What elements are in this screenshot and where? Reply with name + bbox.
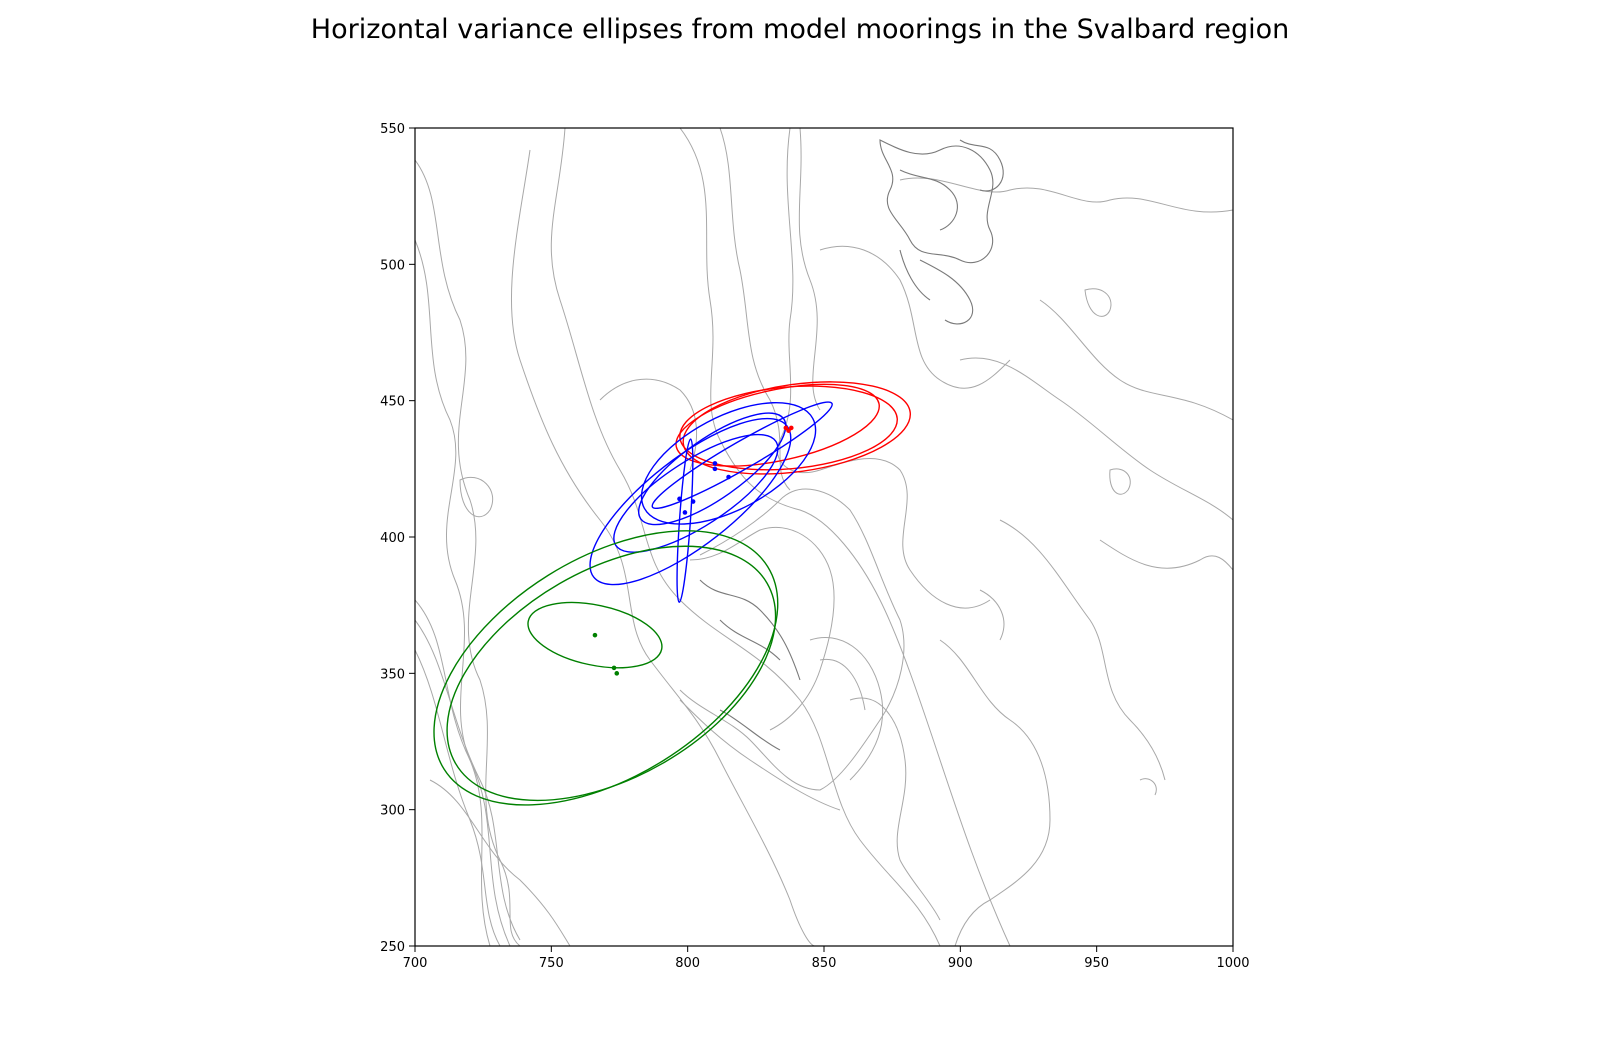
y-tick-label: 250 bbox=[380, 940, 405, 955]
chart-title: Horizontal variance ellipses from model … bbox=[310, 14, 1290, 45]
blue-variance-ellipse bbox=[640, 401, 817, 525]
blue-mooring-point bbox=[682, 510, 688, 515]
mooring-points bbox=[592, 425, 794, 676]
x-tick-label: 800 bbox=[675, 956, 700, 971]
bathymetry-contours bbox=[415, 128, 1233, 946]
x-tick-label: 1000 bbox=[1216, 956, 1249, 971]
y-tick-label: 300 bbox=[380, 804, 405, 819]
plot-area bbox=[415, 128, 1233, 946]
x-axis: 700 750 800 850 900 950 1000 bbox=[403, 946, 1250, 971]
y-axis: 250 300 350 400 450 500 550 bbox=[380, 122, 415, 955]
y-tick-label: 400 bbox=[380, 531, 405, 546]
green-variance-ellipse bbox=[433, 530, 779, 806]
blue-variance-ellipse bbox=[637, 412, 787, 526]
y-tick-label: 350 bbox=[380, 667, 405, 682]
red-variance-ellipse bbox=[682, 381, 912, 475]
blue-variance-ellipse bbox=[676, 438, 694, 603]
y-tick-label: 500 bbox=[380, 258, 405, 273]
x-tick-label: 700 bbox=[403, 956, 428, 971]
blue-mooring-point bbox=[712, 461, 718, 466]
y-tick-label: 550 bbox=[380, 122, 405, 137]
blue-mooring-point bbox=[690, 499, 696, 504]
blue-variance-ellipse bbox=[651, 401, 833, 510]
green-mooring-point bbox=[611, 665, 617, 671]
blue-mooring-point bbox=[677, 496, 682, 502]
green-variance-ellipse bbox=[527, 601, 663, 669]
blue-variance-ellipse bbox=[613, 433, 779, 553]
blue-mooring-point bbox=[726, 474, 731, 480]
green-mooring-point bbox=[592, 632, 598, 638]
y-tick-label: 450 bbox=[380, 395, 405, 410]
x-tick-label: 750 bbox=[539, 956, 564, 971]
x-tick-label: 950 bbox=[1084, 956, 1109, 971]
green-mooring-point bbox=[614, 671, 620, 676]
blue-mooring-point bbox=[712, 466, 718, 472]
x-tick-label: 850 bbox=[812, 956, 837, 971]
red-mooring-point bbox=[788, 425, 794, 431]
x-tick-label: 900 bbox=[948, 956, 973, 971]
green-variance-ellipse bbox=[446, 545, 777, 802]
